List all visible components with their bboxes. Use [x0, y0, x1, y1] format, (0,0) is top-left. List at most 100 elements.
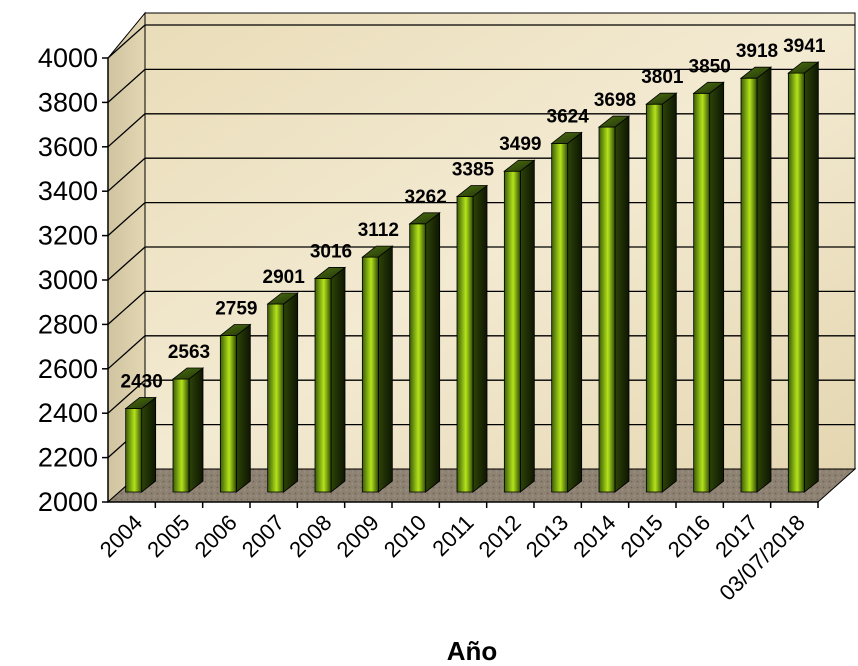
bar-side — [709, 81, 725, 493]
y-tick-label: 3000 — [38, 265, 98, 295]
bar-side — [283, 292, 299, 493]
bar — [124, 396, 157, 493]
y-tick-label: 3800 — [38, 87, 98, 117]
x-tick-label: 2009 — [332, 510, 384, 562]
bar — [503, 159, 536, 493]
data-label: 3941 — [783, 36, 826, 57]
bar — [787, 61, 820, 493]
bar-front — [740, 77, 758, 493]
bar-side — [661, 92, 677, 493]
bar-front — [598, 126, 616, 493]
data-label: 3385 — [452, 160, 495, 181]
data-label: 3016 — [310, 241, 352, 262]
bar-side — [330, 266, 346, 493]
data-label: 3112 — [358, 220, 399, 241]
x-axis: 2004200520062007200820092010201120122013… — [95, 501, 819, 605]
bar-front — [693, 92, 711, 493]
bar-top — [645, 92, 678, 105]
x-tick-label: 2004 — [95, 510, 147, 562]
data-label: 3801 — [641, 67, 684, 88]
bar-front — [125, 408, 143, 493]
bar-front — [503, 170, 521, 493]
x-tick-label: 2013 — [521, 510, 573, 562]
y-tick-label: 3600 — [38, 132, 98, 162]
bar — [597, 115, 631, 493]
data-label: 2901 — [263, 267, 306, 288]
bar-front — [314, 278, 332, 493]
bar — [266, 292, 299, 493]
data-label: 3698 — [594, 90, 636, 111]
bar-side — [803, 61, 819, 493]
y-tick-label: 2200 — [38, 443, 98, 473]
bar-front — [267, 303, 285, 493]
bar-side — [188, 367, 204, 493]
bar-front — [787, 72, 805, 493]
bar-front — [219, 335, 237, 493]
x-axis-title: Año — [447, 636, 498, 666]
y-axis: 2000 2200 2400 2600 2800 3000 3200 3400 3600 3800… — [38, 43, 109, 517]
bar-front — [409, 223, 427, 493]
x-tick-label: 2016 — [663, 510, 715, 562]
bar-side — [756, 66, 772, 493]
chart-background — [107, 11, 856, 504]
bar-front — [551, 143, 569, 493]
x-tick-label: 2012 — [474, 510, 526, 562]
bar — [692, 81, 725, 493]
bar-front — [172, 378, 190, 493]
bar-top — [124, 397, 157, 409]
y-tick-label: 3200 — [38, 221, 98, 251]
bar-side — [235, 323, 251, 493]
bar — [313, 266, 347, 493]
data-label: 2563 — [168, 342, 210, 363]
bar-side — [472, 184, 488, 493]
bar — [361, 245, 394, 493]
data-label: 3262 — [405, 187, 447, 208]
bar-top — [171, 367, 205, 380]
y-tick-label: 2400 — [38, 398, 98, 428]
gridline — [107, 24, 855, 59]
x-tick-label: 2005 — [142, 510, 194, 562]
bar — [455, 184, 489, 493]
bar-top — [266, 292, 299, 305]
gridline — [107, 113, 855, 148]
x-tick-label: 2014 — [568, 510, 620, 562]
bar-top — [597, 115, 631, 128]
bar-side — [614, 115, 630, 493]
data-label: 3918 — [736, 41, 778, 62]
bar — [739, 66, 773, 493]
y-tick-label: 2800 — [38, 309, 98, 339]
bar — [171, 367, 205, 493]
data-label: 3624 — [547, 106, 590, 127]
x-tick-label: 2010 — [379, 510, 431, 562]
x-tick-label: 2006 — [190, 510, 242, 562]
data-label: 2430 — [121, 372, 163, 393]
data-label: 3499 — [499, 134, 541, 155]
x-tick-label: 2008 — [284, 510, 336, 562]
x-tick-label: 2015 — [616, 510, 668, 562]
y-tick-label: 2000 — [38, 487, 98, 517]
bar-front — [645, 103, 663, 493]
bars — [124, 61, 820, 493]
x-tick-label: 2007 — [237, 510, 289, 562]
bar-top — [550, 132, 583, 144]
gridline — [107, 68, 855, 103]
bar — [408, 212, 441, 493]
bar — [219, 323, 252, 493]
bar-front — [456, 196, 474, 493]
bar-top — [361, 245, 394, 258]
bar-front — [361, 256, 379, 493]
bar-top — [692, 81, 725, 94]
bar-side — [141, 396, 157, 493]
data-label: 2759 — [215, 299, 257, 320]
data-label: 3850 — [689, 56, 731, 77]
bar — [645, 92, 678, 493]
bar-side — [425, 212, 441, 493]
y-tick-label: 4000 — [38, 43, 98, 73]
y-tick-label: 3400 — [38, 176, 98, 206]
bar — [550, 131, 583, 493]
bar-side — [377, 245, 393, 493]
back-wall — [144, 12, 856, 470]
bar-top — [408, 212, 441, 225]
